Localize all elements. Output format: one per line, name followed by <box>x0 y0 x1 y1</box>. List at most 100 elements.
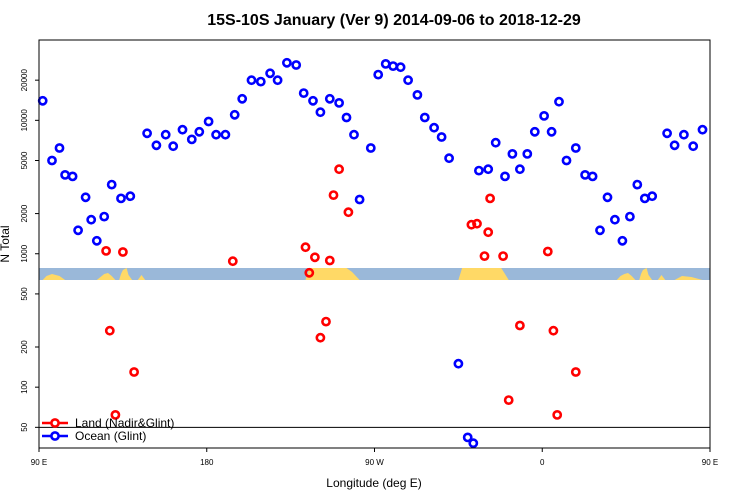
data-point <box>580 169 590 180</box>
data-point <box>255 76 266 87</box>
data-point <box>552 409 563 420</box>
data-point <box>315 332 326 343</box>
data-point <box>186 134 197 145</box>
data-point <box>503 395 514 405</box>
land-shape <box>42 274 66 280</box>
data-point <box>548 325 559 336</box>
y-tick-label: 2000 <box>20 204 29 222</box>
x-tick-label: 90 E <box>702 458 718 467</box>
y-tick-label: 500 <box>20 287 29 301</box>
data-point <box>479 251 490 261</box>
data-point <box>395 62 406 73</box>
data-point <box>194 126 205 137</box>
data-point <box>343 207 354 218</box>
data-point <box>300 242 311 253</box>
data-point <box>142 128 152 139</box>
data-point <box>291 60 302 70</box>
data-point <box>610 214 620 225</box>
data-point <box>37 95 48 106</box>
data-point <box>354 194 365 205</box>
data-point <box>483 227 494 238</box>
data-point <box>160 129 171 140</box>
data-point <box>515 164 525 175</box>
data-point <box>73 225 83 236</box>
plot-frame <box>38 39 711 449</box>
data-point <box>309 252 320 263</box>
y-tick-label: 20000 <box>20 69 29 92</box>
data-point <box>529 126 540 137</box>
data-point <box>281 57 292 68</box>
data-point <box>498 251 508 261</box>
data-point <box>412 90 423 100</box>
data-point <box>101 245 111 256</box>
data-point <box>688 141 699 152</box>
data-point <box>80 192 91 203</box>
data-point <box>570 143 581 153</box>
data-point <box>546 126 557 137</box>
legend-label: Land (Nadir&Glint) <box>75 416 174 430</box>
data-point <box>304 267 315 278</box>
data-point <box>334 164 344 175</box>
data-point <box>625 211 635 222</box>
data-point <box>561 155 572 166</box>
data-point <box>473 165 484 176</box>
data-point <box>462 432 473 443</box>
data-point <box>632 179 643 190</box>
data-point <box>272 75 283 86</box>
data-point <box>324 255 335 266</box>
data-point <box>444 153 454 164</box>
data-point <box>485 193 495 204</box>
x-tick-label: 90 W <box>365 458 384 467</box>
data-point <box>60 169 70 180</box>
data-point <box>388 61 398 71</box>
data-point <box>324 93 335 104</box>
data-point <box>570 367 581 377</box>
data-point <box>507 148 518 159</box>
data-point <box>91 235 102 246</box>
y-axis-label: N Total <box>0 225 12 262</box>
data-point <box>669 140 680 151</box>
data-point <box>365 143 376 153</box>
data-point <box>116 193 126 204</box>
data-point <box>168 141 179 152</box>
data-point <box>229 109 240 120</box>
data-point <box>373 69 384 80</box>
y-axis: 50 100 200 500 1000 2000 5000 10000 20000 <box>20 69 39 432</box>
data-point <box>129 367 139 377</box>
land-shape <box>674 276 703 280</box>
y-tick-label: 50 <box>20 422 29 431</box>
data-point <box>602 192 613 203</box>
data-point <box>468 438 479 449</box>
legend-label: Ocean (Glint) <box>75 429 146 443</box>
data-point <box>227 256 238 267</box>
y-tick-label: 100 <box>20 380 29 394</box>
map-band <box>39 268 710 280</box>
y-tick-label: 1000 <box>20 244 29 262</box>
data-point <box>151 140 162 151</box>
y-tick-label: 10000 <box>20 109 29 132</box>
data-point <box>334 98 344 108</box>
data-point <box>617 235 628 246</box>
data-point <box>86 214 97 225</box>
data-point <box>118 247 128 257</box>
data-point <box>265 68 275 79</box>
data-point <box>237 93 248 104</box>
y-tick-label: 5000 <box>20 151 29 169</box>
ocean-band <box>39 268 710 280</box>
land-shape <box>458 268 509 280</box>
data-point <box>315 107 326 118</box>
data-point <box>125 191 136 202</box>
chart-title: 15S-10S January (Ver 9) 2014-09-06 to 20… <box>207 12 581 29</box>
data-point <box>341 112 352 123</box>
land-shape <box>639 268 653 280</box>
x-tick-label: 0 <box>540 458 545 467</box>
data-point <box>106 179 117 190</box>
data-point <box>211 129 221 140</box>
data-point <box>349 129 359 140</box>
land-shape <box>96 273 116 280</box>
data-point <box>500 171 510 182</box>
data-points <box>37 57 708 449</box>
data-point <box>436 132 447 142</box>
data-point <box>203 116 214 127</box>
data-point <box>490 137 501 148</box>
